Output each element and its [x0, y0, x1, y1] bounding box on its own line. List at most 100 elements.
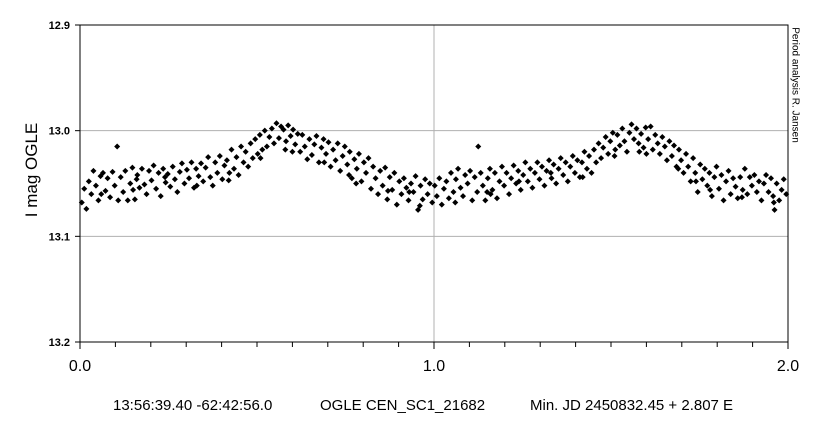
data-point: [503, 169, 510, 176]
data-point: [690, 155, 697, 162]
data-point: [602, 134, 609, 141]
data-point: [287, 132, 294, 139]
data-point: [102, 187, 109, 194]
data-point: [543, 167, 550, 174]
data-point: [763, 172, 770, 179]
data-point: [546, 157, 553, 164]
data-point: [713, 163, 720, 170]
data-point: [294, 130, 301, 137]
data-point: [111, 182, 118, 189]
data-point: [396, 178, 403, 185]
data-point: [685, 163, 692, 170]
data-point: [134, 172, 141, 179]
data-point: [527, 165, 534, 172]
data-point: [591, 146, 598, 153]
data-point: [416, 202, 423, 209]
data-point: [765, 188, 772, 195]
data-point: [467, 167, 474, 174]
data-point: [254, 150, 261, 157]
data-point: [178, 160, 185, 167]
data-point: [704, 182, 711, 189]
data-point: [346, 172, 353, 179]
data-point: [569, 153, 576, 160]
data-point: [741, 165, 748, 172]
data-point: [475, 143, 482, 150]
data-point: [708, 193, 715, 200]
data-point: [586, 153, 593, 160]
data-point: [739, 186, 746, 193]
data-point: [235, 172, 242, 179]
data-point: [95, 197, 102, 204]
data-point: [157, 193, 164, 200]
data-point: [225, 177, 232, 184]
data-point: [133, 176, 140, 183]
data-point: [737, 174, 744, 181]
data-point: [548, 175, 555, 182]
data-point: [443, 178, 450, 185]
data-point: [214, 169, 221, 176]
data-point: [699, 176, 706, 183]
data-point: [367, 185, 374, 192]
data-point: [311, 141, 318, 148]
data-point: [148, 177, 155, 184]
period-analysis-credit: Period analysis R. Jansen: [789, 27, 801, 143]
data-point: [715, 185, 722, 192]
data-point: [422, 176, 429, 183]
data-point: [406, 188, 413, 195]
data-point: [773, 180, 780, 187]
ephemeris-text: Min. JD 2450832.45 + 2.807 E: [530, 397, 734, 414]
data-point: [205, 154, 212, 161]
data-point: [363, 169, 370, 176]
data-point: [297, 148, 304, 155]
data-point: [188, 159, 195, 166]
data-point: [141, 181, 148, 188]
data-point: [98, 191, 105, 198]
data-point: [457, 184, 464, 191]
y-tick-label: 12.9: [49, 20, 70, 32]
data-point: [633, 125, 640, 132]
data-point: [304, 156, 311, 163]
data-point: [562, 159, 569, 166]
data-point: [571, 169, 578, 176]
data-point: [663, 157, 670, 164]
data-point: [508, 175, 515, 182]
data-point: [200, 178, 207, 185]
data-point: [249, 155, 256, 162]
data-point: [711, 174, 718, 181]
data-point: [193, 165, 200, 172]
data-point: [574, 157, 581, 164]
data-point: [588, 169, 595, 176]
data-point: [636, 148, 643, 155]
data-point: [605, 150, 612, 157]
data-point: [668, 153, 675, 160]
data-point: [621, 138, 628, 145]
data-point: [445, 195, 452, 202]
data-point: [117, 174, 124, 181]
data-point: [564, 178, 571, 185]
data-point: [104, 175, 111, 182]
data-point: [675, 146, 682, 153]
data-point: [164, 170, 171, 177]
data-point: [358, 178, 365, 185]
data-point: [377, 167, 384, 174]
data-point: [477, 169, 484, 176]
data-point: [595, 140, 602, 147]
data-point: [474, 188, 481, 195]
data-point: [609, 129, 616, 136]
data-point: [744, 191, 751, 198]
data-point: [738, 194, 745, 201]
data-point: [520, 172, 527, 179]
data-point: [727, 191, 734, 198]
data-point: [315, 159, 322, 166]
data-point: [643, 150, 650, 157]
data-point: [325, 139, 332, 146]
data-point: [697, 161, 704, 168]
data-point: [623, 148, 630, 155]
data-point: [645, 136, 652, 143]
data-point: [308, 151, 315, 158]
data-point: [600, 144, 607, 151]
data-point: [707, 186, 714, 193]
data-point: [252, 136, 259, 143]
data-point: [323, 150, 330, 157]
